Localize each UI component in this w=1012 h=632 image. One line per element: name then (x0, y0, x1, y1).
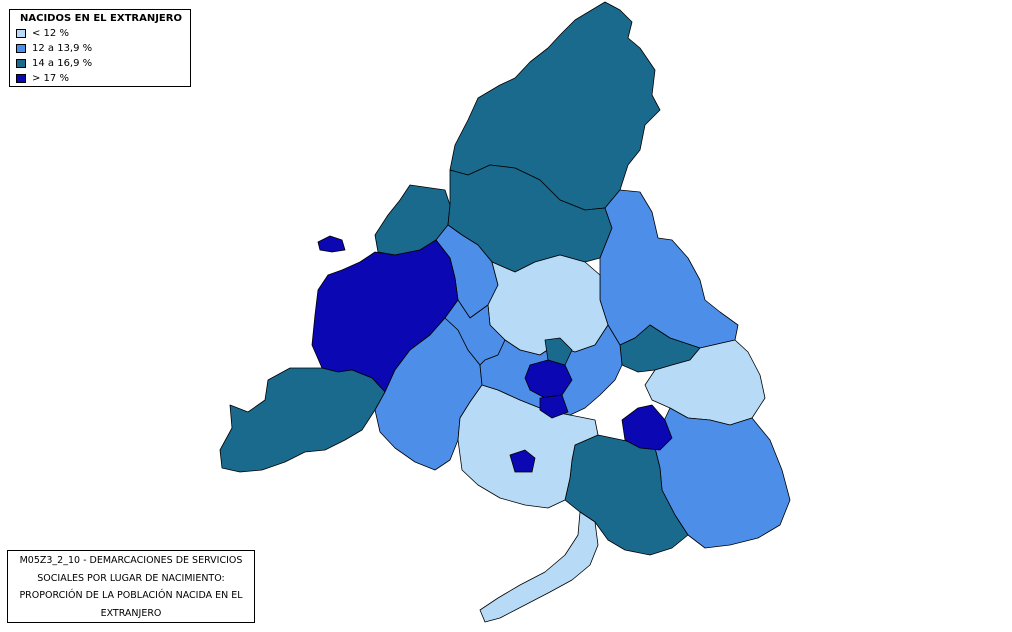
legend-item-low: < 12 % (16, 26, 186, 41)
region-capital-north (544, 337, 573, 366)
map-caption: M05Z3_2_10 - DEMARCACIONES DE SERVICIOS … (7, 550, 255, 623)
legend-item-very-high: > 17 % (16, 71, 186, 86)
region-south-pocket (509, 449, 536, 473)
region-far-west (219, 367, 386, 473)
legend-swatch-low (16, 29, 26, 38)
caption-line-1: M05Z3_2_10 - DEMARCACIONES DE SERVICIOS (19, 555, 243, 566)
region-capital-south (539, 394, 569, 419)
legend-label-medium: 12 a 13,9 % (32, 43, 93, 54)
region-southeast-pocket (621, 404, 673, 451)
region-east-light (644, 339, 766, 426)
legend-item-high: 14 a 16,9 % (16, 56, 186, 71)
caption-line-3: PROPORCIÓN DE LA POBLACIÓN NACIDA EN EL (19, 590, 243, 601)
region-west-enclave (317, 235, 346, 253)
legend: NACIDOS EN EL EXTRANJERO < 12 % 12 a 13,… (9, 9, 191, 87)
caption-line-2: SOCIALES POR LUGAR DE NACIMIENTO: (37, 572, 225, 584)
region-south-tail (479, 511, 599, 623)
legend-swatch-high (16, 59, 26, 68)
region-northeast-medium (599, 189, 739, 349)
caption-line-4: EXTRANJERO (100, 607, 162, 619)
legend-swatch-medium (16, 44, 26, 53)
legend-swatch-very-high (16, 74, 26, 83)
legend-item-medium: 12 a 13,9 % (16, 41, 186, 56)
legend-label-very-high: > 17 % (32, 73, 69, 84)
legend-label-high: 14 a 16,9 % (32, 58, 93, 69)
legend-label-low: < 12 % (32, 28, 69, 39)
legend-title: NACIDOS EN EL EXTRANJERO (20, 13, 182, 24)
